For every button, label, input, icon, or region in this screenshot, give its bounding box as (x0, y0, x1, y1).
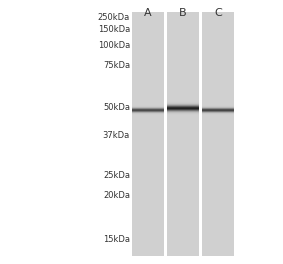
Bar (202, 12, 234, 256)
Bar (202, 106, 234, 107)
Bar (202, 114, 234, 115)
Text: B: B (179, 8, 187, 18)
Bar (167, 103, 199, 104)
Bar (132, 109, 164, 110)
Bar (167, 112, 199, 113)
Bar (167, 101, 199, 102)
Bar (167, 12, 199, 256)
Text: 25kDa: 25kDa (103, 171, 130, 180)
Bar (167, 105, 199, 106)
Text: 37kDa: 37kDa (103, 130, 130, 139)
Bar (167, 111, 199, 112)
Bar (132, 108, 164, 109)
Bar (202, 112, 234, 113)
Bar (132, 112, 164, 113)
Bar (167, 114, 199, 115)
Text: C: C (214, 8, 222, 18)
Text: A: A (144, 8, 152, 18)
Bar (202, 113, 234, 114)
Bar (132, 110, 164, 111)
Bar (202, 107, 234, 108)
Text: 250kDa: 250kDa (98, 13, 130, 22)
Bar (167, 104, 199, 105)
Text: 50kDa: 50kDa (103, 103, 130, 112)
Bar (202, 105, 234, 106)
Text: 150kDa: 150kDa (98, 26, 130, 35)
Bar (167, 106, 199, 107)
Bar (167, 102, 199, 103)
Bar (132, 106, 164, 107)
Bar (167, 110, 199, 111)
Text: 20kDa: 20kDa (103, 191, 130, 200)
Bar (167, 109, 199, 110)
Bar (167, 113, 199, 114)
Bar (132, 113, 164, 114)
Bar (167, 108, 199, 109)
Bar (132, 114, 164, 115)
Bar (202, 109, 234, 110)
Bar (132, 107, 164, 108)
Bar (132, 105, 164, 106)
Text: 75kDa: 75kDa (103, 60, 130, 69)
Bar (132, 111, 164, 112)
Bar (132, 12, 164, 256)
Bar (202, 111, 234, 112)
Text: 100kDa: 100kDa (98, 40, 130, 50)
Bar (202, 108, 234, 109)
Bar (167, 107, 199, 108)
Text: 15kDa: 15kDa (103, 235, 130, 244)
Bar (202, 110, 234, 111)
